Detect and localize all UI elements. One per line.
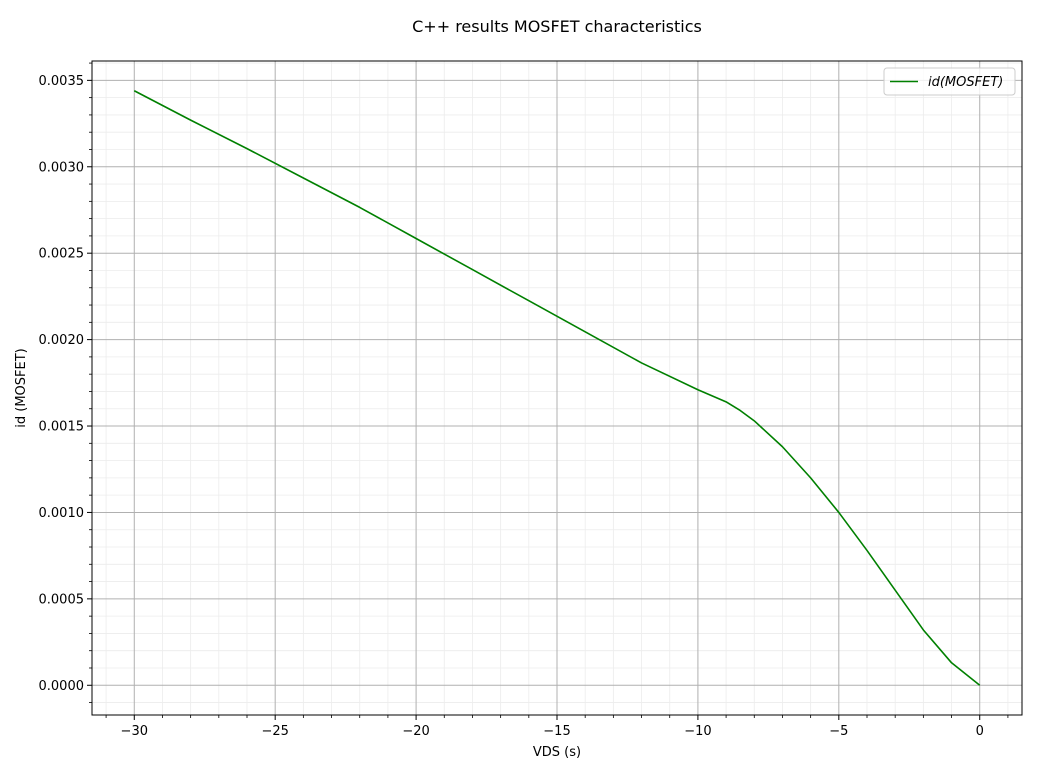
y-tick-label: 0.0020 [39, 333, 85, 348]
x-tick-label: −10 [684, 724, 711, 739]
x-tick-label: −15 [543, 724, 570, 739]
x-axis-label: VDS (s) [533, 745, 581, 760]
series-line [133, 90, 981, 686]
x-tick-label: −30 [121, 724, 148, 739]
y-axis-label: id (MOSFET) [14, 348, 29, 427]
y-tick-label: 0.0035 [39, 74, 85, 89]
y-tick-label: 0.0030 [39, 160, 85, 175]
x-axis-ticks: −30 −25 −20 −15 −10 −5 0 [105, 715, 1009, 739]
y-axis-ticks: 0.0000 0.0005 0.0010 0.0015 0.0020 0.0025 0.00… [39, 62, 92, 703]
x-tick-label: −25 [261, 724, 288, 739]
legend-label: id(MOSFET) [928, 75, 1003, 90]
x-tick-label: −20 [402, 724, 429, 739]
y-tick-label: 0.0005 [39, 592, 85, 607]
legend-box [883, 67, 1016, 96]
y-tick-label: 0.0025 [39, 247, 85, 262]
major-grid [92, 61, 1022, 715]
y-tick-label: 0.0010 [39, 506, 85, 521]
x-tick-label: −5 [829, 724, 848, 739]
y-tick-label: 0.0015 [39, 420, 85, 435]
y-tick-label: 0.0000 [39, 679, 85, 694]
x-tick-label: 0 [976, 724, 984, 739]
series-layer [133, 90, 981, 686]
legend: id(MOSFET) [883, 67, 1016, 96]
chart-title: C++ results MOSFET characteristics [412, 17, 702, 36]
